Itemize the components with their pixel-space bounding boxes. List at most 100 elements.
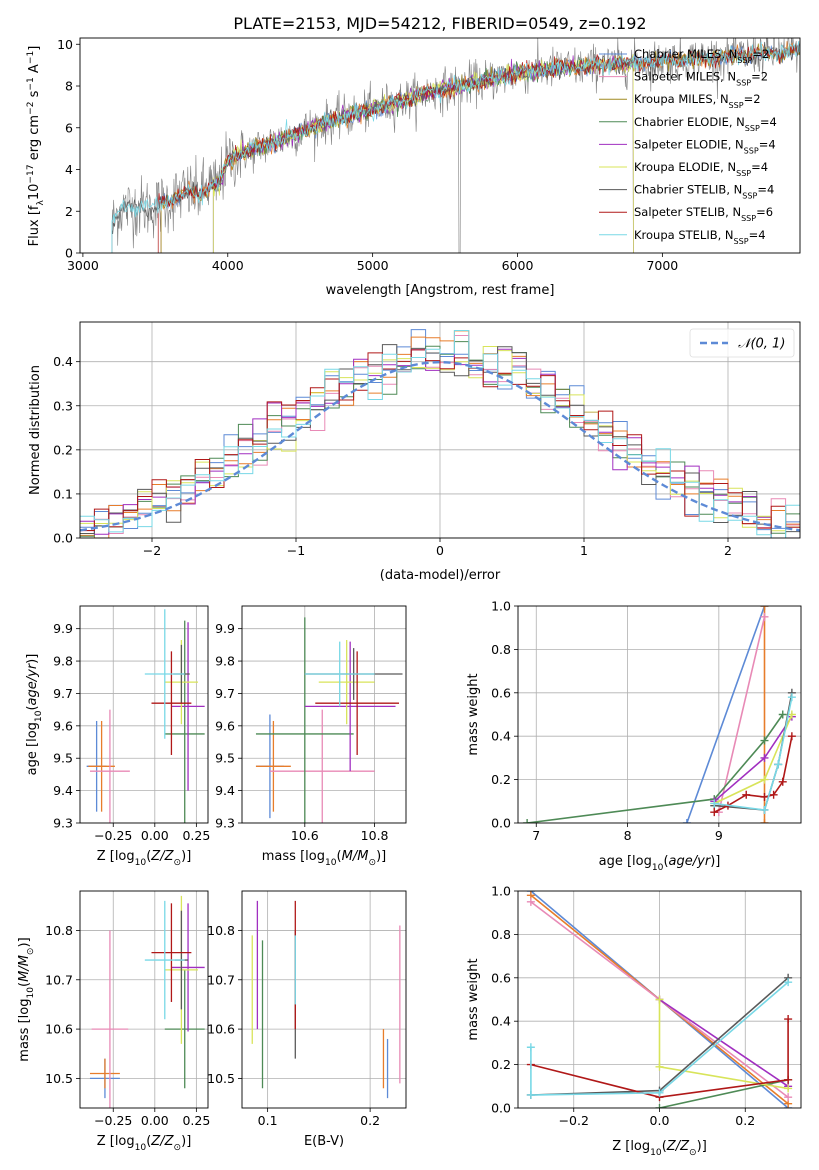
axes-mass_vs_Z: −0.25 0.00 0.25 10.5 10.6 10.7 10.8 Z [log10(Z/… [17, 890, 210, 1153]
axes-frame [79, 890, 209, 1109]
x-axis-label: Z [log10(Z/Z⊙)] [97, 1134, 192, 1153]
x-axis-label: E(B-V) [304, 1134, 344, 1149]
x-tick-label: 6000 [502, 258, 534, 273]
axes-residuals: −2 −1 0 1 2 0.0 0.1 0.2 0.3 0.4 𝒩(0, 1) (data-model… [28, 321, 801, 583]
y-tick-label: 9.7 [215, 686, 235, 701]
axes-age_vs_mass: 10.6 10.8 9.3 9.4 9.5 9.6 9.7 9.8 9.9 mass [log10… [215, 605, 407, 868]
legend-label: Kroupa STELIB, NSSP=4 [634, 228, 766, 246]
histogram-series [80, 349, 800, 531]
legend-label: 𝒩(0, 1) [738, 337, 785, 352]
y-tick-label: 10.5 [45, 1071, 73, 1086]
weight-marker [784, 1084, 793, 1093]
weight-marker [710, 799, 719, 808]
grid [80, 606, 208, 823]
x-tick-label: −0.2 [559, 1113, 589, 1128]
x-tick-label: 5000 [357, 258, 389, 273]
y-tick-label: 0.8 [491, 642, 511, 657]
spectrum-legend: Chabrier MILES, NSSP=2 Salpeter MILES, NS… [599, 47, 777, 245]
weight-marker [523, 819, 532, 823]
x-tick-label: 0.2 [360, 1113, 380, 1128]
x-tick-label: 0.00 [141, 1113, 169, 1128]
x-axis-label: Z [log10(Z/Z⊙)] [612, 1139, 707, 1158]
plot-area-mass_vs_Z [80, 891, 208, 1108]
weight-marker [778, 777, 787, 786]
legend-label: Chabrier MILES, NSSP=2 [634, 47, 769, 65]
x-tick-label: 0.0 [650, 1113, 670, 1128]
axes-mass_vs_ebv: 0.1 0.2 10.5 10.6 10.7 10.8 E(B-V) [207, 890, 407, 1149]
x-tick-label: 0.25 [182, 828, 210, 843]
y-tick-label: 9.7 [53, 686, 73, 701]
x-tick-label: 0.2 [735, 1113, 755, 1128]
y-tick-label: 0.8 [491, 927, 511, 942]
weight-marker [742, 790, 751, 799]
y-tick-label: 9.5 [53, 751, 73, 766]
weight-line [530, 1019, 789, 1099]
x-tick-label: 0.00 [141, 828, 169, 843]
x-tick-label: −0.25 [94, 828, 132, 843]
weight-marker [682, 819, 691, 823]
weight-marker [784, 978, 793, 987]
y-tick-label: 1.0 [491, 599, 511, 614]
x-tick-label: 0 [436, 543, 444, 558]
y-tick-label: 0.1 [53, 486, 73, 501]
weight-marker [760, 606, 769, 610]
weight-marker [784, 1075, 793, 1084]
weight-marker [787, 732, 796, 741]
histogram-series [80, 330, 800, 538]
weight-marker [760, 775, 769, 784]
y-tick-label: 0.4 [491, 729, 511, 744]
y-tick-label: 9.6 [215, 718, 235, 733]
grid [518, 606, 801, 823]
weight-marker [710, 808, 719, 817]
weight-marker [655, 1104, 664, 1108]
axes-weight_vs_age: 7 8 9 0.0 0.2 0.4 0.6 0.8 1.0 age [log10(age/yr)]… [466, 599, 802, 873]
x-tick-label: 10.6 [291, 828, 319, 843]
y-tick-label: 10.8 [207, 923, 235, 938]
weight-line [713, 716, 793, 802]
y-tick-label: 0.2 [491, 1057, 511, 1072]
y-tick-label: 0.0 [491, 816, 511, 831]
y-tick-label: 0.0 [491, 1101, 511, 1116]
axes-frame [241, 890, 407, 1109]
x-tick-label: 8 [624, 828, 632, 843]
plot-area-weight_vs_age [518, 606, 801, 823]
weight-marker [760, 753, 769, 762]
axes-frame [79, 605, 209, 824]
x-axis-label: Z [log10(Z/Z⊙)] [97, 849, 192, 868]
x-tick-label: 3000 [67, 258, 99, 273]
weight-line [686, 606, 766, 823]
weight-marker [787, 693, 796, 702]
legend-label: Salpeter ELODIE, NSSP=4 [634, 137, 776, 155]
weight-marker [760, 612, 769, 621]
weight-marker [655, 1088, 664, 1097]
y-tick-label: 9.8 [215, 654, 235, 669]
legend-label: Kroupa ELODIE, NSSP=4 [634, 160, 768, 178]
y-tick-label: 6 [65, 120, 73, 135]
y-tick-label: 9.8 [53, 654, 73, 669]
gaussian-curve [80, 360, 800, 532]
y-tick-label: 10.7 [45, 972, 73, 987]
weight-marker [760, 792, 769, 801]
y-tick-label: 9.9 [215, 621, 235, 636]
weight-marker [526, 1090, 535, 1099]
plot-area-age_vs_mass [242, 606, 406, 823]
x-tick-label: −1 [287, 543, 305, 558]
weight-marker [778, 710, 787, 719]
x-tick-label: 2 [724, 543, 732, 558]
plot-area-age_vs_Z [80, 606, 208, 823]
weight-marker [787, 710, 796, 719]
weight-marker [526, 897, 535, 906]
x-tick-label: 0.25 [182, 1113, 210, 1128]
weight-marker [774, 760, 783, 769]
weight-marker [760, 805, 769, 814]
histogram-series [80, 330, 800, 538]
grid [242, 606, 406, 823]
x-axis-label: age [log10(age/yr)] [599, 854, 721, 873]
y-tick-label: 9.5 [215, 751, 235, 766]
weight-line [713, 714, 793, 805]
x-tick-label: −2 [143, 543, 161, 558]
x-tick-label: 9 [715, 828, 723, 843]
legend-label: Kroupa MILES, NSSP=2 [634, 92, 761, 110]
